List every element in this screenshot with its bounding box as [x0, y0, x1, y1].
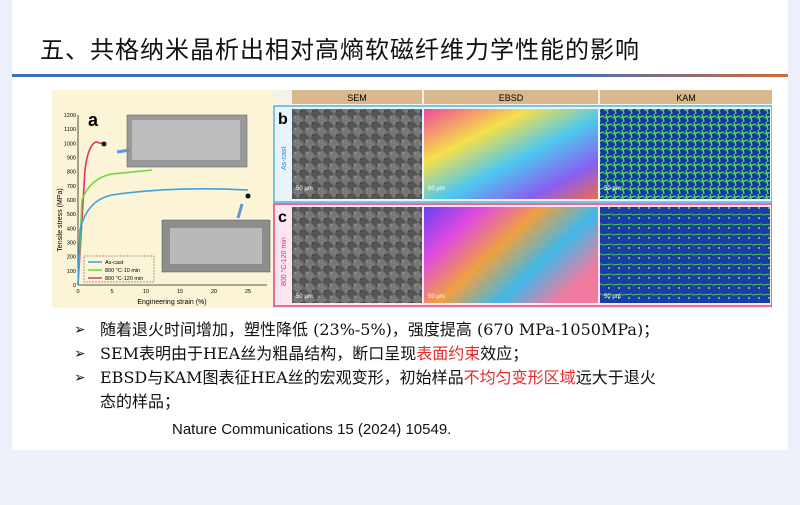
column-ebsd: EBSD — [499, 93, 524, 103]
bullet-text: EBSD与KAM图表征HEA丝的宏观变形，初始样品 — [100, 368, 464, 387]
bullet-text: 态的样品； — [100, 392, 181, 411]
curve-as-cast — [77, 187, 249, 286]
column-kam: KAM — [676, 93, 696, 103]
slide: 五、共格纳米晶析出相对高熵软磁纤维力学性能的影响 Tensile stress … — [12, 0, 788, 450]
arrow-bullet-icon: ➢ — [74, 322, 86, 338]
x-tick-label: 10 — [143, 289, 149, 295]
y-tick-label: 1000 — [64, 141, 76, 147]
ebsd-map-as-cast — [424, 109, 598, 199]
kam-map-800c-120min — [600, 207, 770, 303]
y-tick-label: 1100 — [64, 127, 76, 133]
y-tick-label: 1200 — [64, 113, 76, 119]
panel-b: b As-cast 50 μm 50 μm 50 μm — [273, 105, 773, 203]
y-tick-label: 300 — [67, 241, 76, 247]
scale-bar-label: 50 μm — [428, 186, 445, 192]
y-tick-label: 0 — [73, 283, 76, 289]
panel-c-row-label: 800 °C-120 min — [280, 237, 288, 286]
title-divider — [12, 74, 788, 77]
highlight-text: 不均匀变形区域 — [463, 368, 576, 387]
column-headers: SEM EBSD KAM — [292, 90, 772, 104]
y-tick-label: 100 — [67, 269, 76, 275]
y-tick-label: 900 — [67, 156, 76, 162]
bullet-item: ➢ 随着退火时间增加，塑性降低 (23%-5%)，强度提高 (670 MPa-1… — [74, 318, 774, 342]
bullet-text: SEM表明由于HEA丝为粗晶结构，断口呈现 — [100, 344, 417, 363]
legend-800c-10min: 800 °C-10 min — [105, 268, 140, 274]
slide-title: 五、共格纳米晶析出相对高熵软磁纤维力学性能的影响 — [40, 36, 640, 64]
legend-as-cast: As-cast — [105, 260, 124, 266]
y-axis-label: Tensile stress (MPa) — [57, 188, 64, 251]
bullet-list: ➢ 随着退火时间增加，塑性降低 (23%-5%)，强度提高 (670 MPa-1… — [74, 318, 774, 414]
column-sem: SEM — [347, 93, 367, 103]
arrow-icon — [236, 203, 244, 219]
y-tick-labels: 0 100 200 300 400 500 600 700 800 900 1000 1100 1200 — [64, 113, 76, 289]
panel-a-chart: Tensile stress (MPa) 0100200300400500600… — [57, 110, 271, 306]
scale-bar-label: 50 μm — [604, 294, 621, 300]
scale-bar-label: 50 μm — [296, 294, 313, 300]
scale-bar-label: 50 μm — [296, 186, 313, 192]
x-tick-label: 5 — [110, 289, 113, 295]
figure: Tensile stress (MPa) 0 100 200 300 400 500 600… — [52, 90, 773, 308]
x-axis-label: Engineering strain (%) — [137, 299, 206, 306]
curve-800c-10min — [77, 169, 153, 286]
scale-bar-label: 50 μm — [428, 294, 445, 300]
x-tick-label: 15 — [177, 289, 183, 295]
reference: Nature Communications 15 (2024) 10549. — [172, 421, 452, 438]
y-tick-label: 400 — [67, 226, 76, 232]
bullet-item: ➢ EBSD与KAM图表征HEA丝的宏观变形，初始样品不均匀变形区域远大于退火 … — [74, 366, 774, 414]
fracture-point-as-cast — [245, 193, 251, 199]
panel-a-label: a — [88, 110, 99, 130]
ebsd-map-800c-120min — [424, 207, 598, 303]
y-tick-label: 200 — [67, 255, 76, 261]
y-tick-label: 700 — [67, 184, 76, 190]
x-tick-label: 25 — [245, 289, 251, 295]
bullet-item: ➢ SEM表明由于HEA丝为粗晶结构，断口呈现表面约束效应； — [74, 342, 774, 366]
fracture-point-120min — [101, 141, 107, 147]
kam-map-as-cast — [600, 109, 770, 199]
arrow-bullet-icon: ➢ — [74, 346, 86, 362]
arrow-icon — [116, 148, 131, 154]
panel-c: c 800 °C-120 min 50 μm 50 μm 50 μm — [273, 203, 773, 307]
bullet-text: 效应； — [480, 344, 529, 363]
bullet-text: 远大于退火 — [575, 368, 656, 387]
panel-b-label: b — [278, 111, 288, 128]
panel-b-row-label: As-cast — [281, 147, 288, 170]
highlight-text: 表面约束 — [416, 344, 481, 363]
y-tick-label: 500 — [67, 212, 76, 218]
legend-800c-120min: 800 °C-120 min — [105, 276, 143, 282]
scale-bar-label: 50 μm — [604, 186, 621, 192]
x-tick-labels: 0 5 10 15 20 25 — [76, 289, 251, 295]
x-tick-label: 0 — [76, 289, 79, 295]
curve-800c-120min — [77, 141, 105, 286]
y-tick-label: 600 — [67, 198, 76, 204]
arrow-bullet-icon: ➢ — [74, 370, 86, 386]
bullet-text: 随着退火时间增加，塑性降低 (23%-5%)，强度提高 (670 MPa-105… — [100, 320, 660, 339]
x-tick-label: 20 — [211, 289, 217, 295]
y-tick-label: 800 — [67, 170, 76, 176]
legend: As-cast 800 °C-10 min 800 °C-120 min — [83, 255, 155, 283]
panel-c-label: c — [278, 209, 287, 226]
